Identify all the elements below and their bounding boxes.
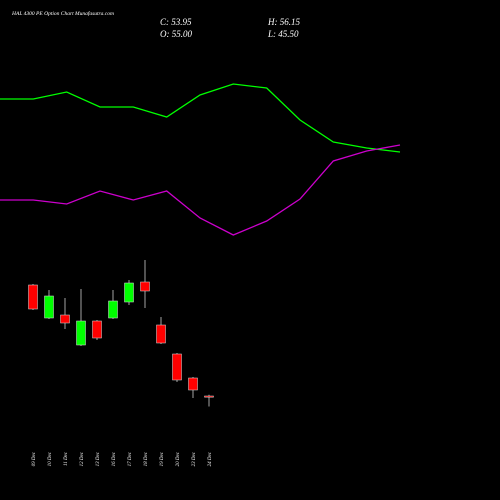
x-tick-label: 18 Dec: [144, 451, 149, 466]
candle-body: [156, 324, 166, 344]
candle-body: [188, 377, 198, 391]
x-tick-label: 13 Dec: [96, 451, 101, 466]
candle-body: [124, 282, 134, 303]
candle-body: [172, 353, 182, 381]
indicator-line: [0, 144, 401, 236]
candle-body: [44, 295, 54, 319]
x-tick-label: 17 Dec: [128, 451, 133, 466]
close-label: C: 53.95: [160, 17, 192, 27]
indicator-line: [0, 83, 401, 153]
x-tick-label: 20 Dec: [176, 451, 181, 466]
candle-body: [108, 300, 118, 319]
x-tick-label: 16 Dec: [112, 451, 117, 466]
x-tick-label: 19 Dec: [160, 451, 165, 466]
x-tick-label: 09 Dec: [32, 451, 37, 466]
low-label: L: 45.50: [267, 29, 299, 39]
x-tick-label: 24 Dec: [208, 451, 213, 466]
candle-body: [140, 281, 150, 292]
x-tick-label: 23 Dec: [192, 451, 197, 466]
candle-body: [28, 284, 38, 310]
chart-title: HAL 4300 PE Option Chart Munafasutra.com: [11, 10, 114, 17]
candle-body: [92, 320, 102, 339]
open-label: O: 55.00: [160, 29, 192, 39]
candle-body: [76, 320, 86, 346]
x-tick-label: 12 Dec: [80, 451, 85, 466]
candle-body: [204, 395, 214, 398]
high-label: H: 56.15: [267, 17, 300, 27]
candle-body: [60, 314, 70, 324]
x-tick-label: 10 Dec: [48, 451, 53, 466]
x-tick-label: 11 Dec: [64, 451, 69, 466]
